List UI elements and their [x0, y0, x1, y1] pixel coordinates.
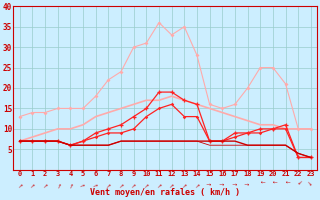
Text: ↓: ↓ — [130, 180, 137, 187]
Text: ↓: ↓ — [168, 180, 175, 187]
Text: ↓: ↓ — [55, 180, 61, 186]
Text: ↓: ↓ — [92, 180, 99, 186]
Text: ↓: ↓ — [80, 180, 86, 186]
Text: ↓: ↓ — [42, 180, 48, 187]
Text: ↓: ↓ — [232, 180, 237, 185]
Text: ↓: ↓ — [207, 180, 212, 185]
Text: ↓: ↓ — [16, 180, 23, 187]
Text: ↓: ↓ — [29, 180, 36, 187]
Text: ↓: ↓ — [270, 180, 276, 185]
Text: ↓: ↓ — [258, 180, 263, 185]
Text: ↓: ↓ — [245, 180, 250, 185]
Text: ↓: ↓ — [194, 180, 200, 187]
Text: ↓: ↓ — [283, 180, 288, 185]
Text: ↓: ↓ — [105, 180, 112, 187]
Text: ↓: ↓ — [220, 180, 225, 185]
Text: ↓: ↓ — [118, 180, 124, 187]
X-axis label: Vent moyen/en rafales ( km/h ): Vent moyen/en rafales ( km/h ) — [90, 188, 240, 197]
Text: ↓: ↓ — [308, 180, 314, 187]
Text: ↓: ↓ — [295, 180, 302, 187]
Text: ↓: ↓ — [156, 180, 162, 187]
Text: ↓: ↓ — [181, 180, 188, 187]
Text: ↓: ↓ — [67, 180, 74, 186]
Text: ↓: ↓ — [143, 180, 150, 187]
